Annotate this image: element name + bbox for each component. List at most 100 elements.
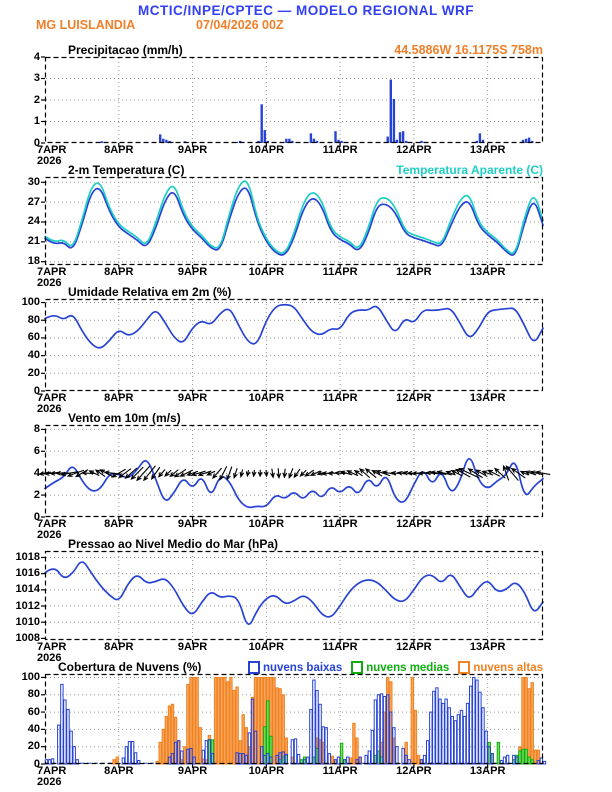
ytick-label: 1 xyxy=(33,115,40,127)
pressure-xaxis: 7APR 8APR 9APR 10APR 11APR 12APR 13APR 2026 xyxy=(0,640,612,664)
wind-title: Vento em 10m (m/s) xyxy=(68,411,181,425)
temperature-xaxis: 7APR 8APR 9APR 10APR 11APR 12APR 13APR 2026 xyxy=(0,265,612,289)
xtick-label: 7APR xyxy=(37,392,67,404)
pressure-title-row: Pressao ao Nivel Medio do Mar (hPa) xyxy=(0,534,543,551)
ytick-label: 80 xyxy=(27,688,40,701)
wind-yaxis: 0 2 4 6 8 xyxy=(0,422,45,522)
xtick-label: 9APR xyxy=(177,518,208,530)
xtick-label: 8APR xyxy=(104,392,134,404)
xtick-label: 10APR xyxy=(248,266,285,278)
ytick-label: 8 xyxy=(33,422,40,435)
xtick-label: 13APR xyxy=(469,392,506,404)
wind-title-row: Vento em 10m (m/s) xyxy=(0,408,543,425)
xaxis-year-label: 2026 xyxy=(37,277,62,289)
xtick-label: 7APR xyxy=(37,765,67,777)
station-name: MG LUISLANDIA xyxy=(36,18,136,32)
ytick-label: 18 xyxy=(27,255,40,268)
xtick-label: 11APR xyxy=(322,518,358,530)
header: MCTIC/INPE/CPTEC — MODELO REGIONAL WRF M… xyxy=(0,0,612,40)
panel-wind: Vento em 10m (m/s) 0 2 4 6 8 7APR 8APR 9APR 10A… xyxy=(0,408,612,541)
wind-direction-arrows xyxy=(38,464,551,482)
ytick-label: 60 xyxy=(27,705,40,718)
ytick-label: 4 xyxy=(33,466,40,479)
xtick-label: 9APR xyxy=(177,392,208,404)
xtick-label: 11APR xyxy=(322,641,358,653)
ytick-label: 3 xyxy=(33,72,40,84)
ytick-label: 21 xyxy=(27,235,40,248)
ytick-label: 100 xyxy=(21,296,40,309)
xtick-label: 12APR xyxy=(396,266,432,278)
precipitation-title: Precipitacao (mm/h) xyxy=(68,43,183,57)
xtick-label: 9APR xyxy=(177,144,208,156)
xtick-label: 7APR xyxy=(37,641,67,653)
xtick-label: 10APR xyxy=(248,392,285,404)
xtick-label: 8APR xyxy=(104,518,134,530)
header-subline: MG LUISLANDIA 07/04/2026 00Z xyxy=(0,18,612,34)
xtick-label: 8APR xyxy=(104,765,134,777)
xtick-label: 13APR xyxy=(469,765,506,777)
wind-xaxis: 7APR 8APR 9APR 10APR 11APR 12APR 13APR 2026 xyxy=(0,517,612,541)
xaxis-year-label: 2026 xyxy=(37,776,62,788)
ytick-label: 20 xyxy=(27,366,40,379)
ytick-label: 0 xyxy=(33,757,40,770)
ytick-label: 40 xyxy=(27,722,40,735)
humidity-title: Umidade Relativa em 2m (%) xyxy=(68,285,232,299)
xtick-label: 9APR xyxy=(177,266,208,278)
panel-temperature: 2-m Temperatura (C) Temperatura Aparente… xyxy=(0,160,612,289)
ytick-label: 2 xyxy=(33,93,40,106)
ytick-label: 6 xyxy=(33,444,40,457)
xtick-label: 11APR xyxy=(322,765,358,777)
ytick-label: 80 xyxy=(27,313,40,326)
humidity-chart xyxy=(41,298,544,395)
ytick-label: 0 xyxy=(33,510,40,523)
precipitation-yaxis: 0 1 2 3 4 xyxy=(0,51,45,148)
xaxis-year-label: 2026 xyxy=(37,155,62,167)
xtick-label: 12APR xyxy=(396,641,432,653)
ytick-label: 1018 xyxy=(15,550,40,563)
ytick-label: 1016 xyxy=(15,567,40,580)
clouds-legend: nuvens baixas nuvens medias nuvens altas xyxy=(247,661,543,674)
ytick-label: 24 xyxy=(27,215,40,228)
xaxis-year-label: 2026 xyxy=(37,403,62,415)
xtick-label: 9APR xyxy=(177,765,208,777)
ytick-label: 1008 xyxy=(15,631,40,644)
humidity-title-row: Umidade Relativa em 2m (%) xyxy=(0,282,543,299)
xtick-label: 8APR xyxy=(104,266,134,278)
xtick-label: 13APR xyxy=(469,518,506,530)
ytick-label: 4 xyxy=(33,50,40,63)
legend-label-low: nuvens baixas xyxy=(262,661,343,674)
clouds-yaxis: 0 20 40 60 80 100 xyxy=(0,671,45,769)
ytick-label: 27 xyxy=(27,195,40,208)
precipitation-chart xyxy=(41,56,544,147)
xaxis-year-label: 2026 xyxy=(37,529,62,541)
clouds-chart xyxy=(41,673,547,768)
mid-clouds-swatch-icon xyxy=(351,661,364,674)
ytick-label: 20 xyxy=(27,740,40,753)
xtick-label: 8APR xyxy=(104,144,134,156)
high-clouds-swatch-icon xyxy=(458,661,471,674)
xtick-label: 11APR xyxy=(322,392,358,404)
ytick-label: 1010 xyxy=(15,615,40,628)
panel-clouds: Cobertura de Nuvens (%) nuvens baixas nu… xyxy=(0,657,612,792)
ytick-label: 1014 xyxy=(15,583,40,596)
ytick-label: 30 xyxy=(27,175,40,188)
xtick-label: 8APR xyxy=(104,641,134,653)
ytick-label: 1012 xyxy=(15,599,40,612)
legend-item-low-clouds: nuvens baixas xyxy=(247,661,343,674)
clouds-title-row: Cobertura de Nuvens (%) nuvens baixas nu… xyxy=(0,657,543,674)
xtick-label: 12APR xyxy=(396,518,432,530)
precipitation-title-row: Precipitacao (mm/h) 44.5886W 16.1175S 75… xyxy=(0,40,543,57)
xtick-label: 13APR xyxy=(469,144,506,156)
precipitation-xaxis: 7APR 8APR 9APR 10APR 11APR 12APR 13APR 2026 xyxy=(0,143,612,167)
xtick-label: 12APR xyxy=(396,144,432,156)
xtick-label: 10APR xyxy=(248,518,285,530)
xtick-label: 7APR xyxy=(37,266,67,278)
run-datetime: 07/04/2026 00Z xyxy=(196,18,284,32)
xtick-label: 10APR xyxy=(248,765,285,777)
model-title: MCTIC/INPE/CPTEC — MODELO REGIONAL WRF xyxy=(138,3,474,18)
xtick-label: 12APR xyxy=(396,392,432,404)
xtick-label: 13APR xyxy=(469,641,506,653)
xtick-label: 10APR xyxy=(248,144,285,156)
xtick-label: 7APR xyxy=(37,144,67,156)
